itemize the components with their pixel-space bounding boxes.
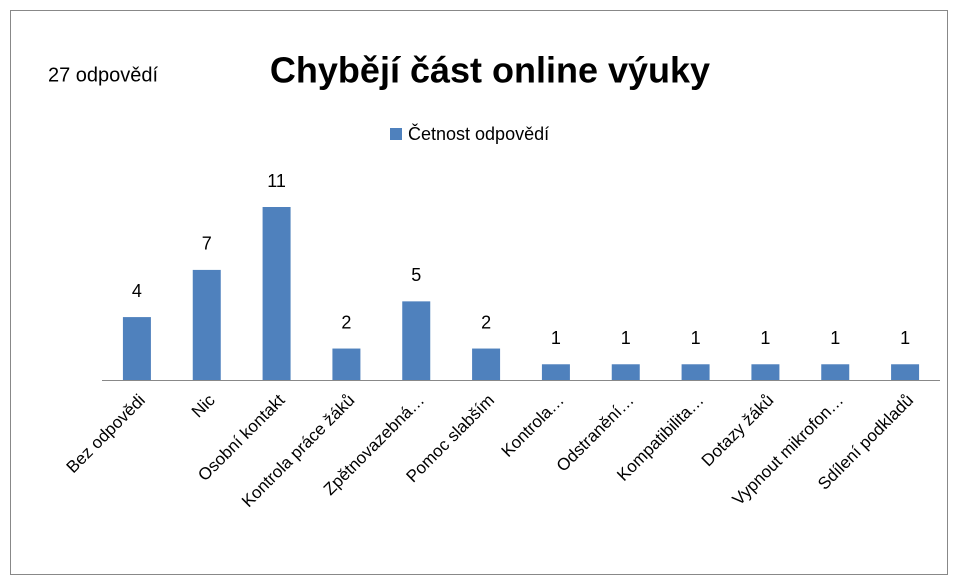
value-label: 1 xyxy=(691,328,701,348)
bar xyxy=(262,207,291,380)
bar xyxy=(332,348,361,380)
value-label: 1 xyxy=(760,328,770,348)
bar xyxy=(821,364,850,380)
value-label: 1 xyxy=(551,328,561,348)
value-label: 1 xyxy=(830,328,840,348)
bar xyxy=(751,364,780,380)
bar xyxy=(402,301,431,380)
bar xyxy=(891,364,920,380)
bar xyxy=(611,364,640,380)
bar xyxy=(472,348,501,380)
bar xyxy=(122,317,151,380)
value-label: 5 xyxy=(411,265,421,285)
bar xyxy=(541,364,570,380)
value-label: 11 xyxy=(267,171,286,191)
chart-frame xyxy=(10,10,948,575)
bar xyxy=(192,269,221,380)
chart-title: Chybějí část online výuky xyxy=(270,50,710,91)
value-label: 2 xyxy=(341,312,351,332)
value-label: 1 xyxy=(621,328,631,348)
annotation: 27 odpovědí xyxy=(48,64,159,86)
legend-label: Četnost odpovědí xyxy=(408,123,549,144)
legend-swatch xyxy=(390,128,402,140)
value-label: 4 xyxy=(132,281,142,301)
value-label: 2 xyxy=(481,312,491,332)
value-label: 1 xyxy=(900,328,910,348)
bar xyxy=(681,364,710,380)
value-label: 7 xyxy=(202,234,212,254)
